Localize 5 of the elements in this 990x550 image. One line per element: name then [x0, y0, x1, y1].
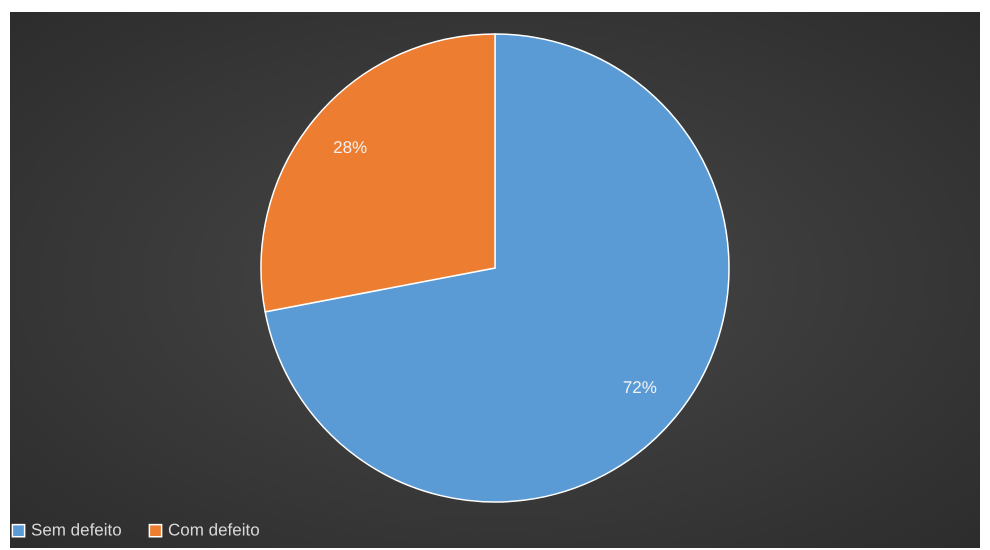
legend-label: Com defeito	[168, 520, 260, 540]
data-label: 28%	[333, 138, 368, 158]
legend-label: Sem defeito	[31, 520, 122, 540]
pie-slice	[264, 33, 730, 503]
data-label: 72%	[622, 378, 657, 397]
